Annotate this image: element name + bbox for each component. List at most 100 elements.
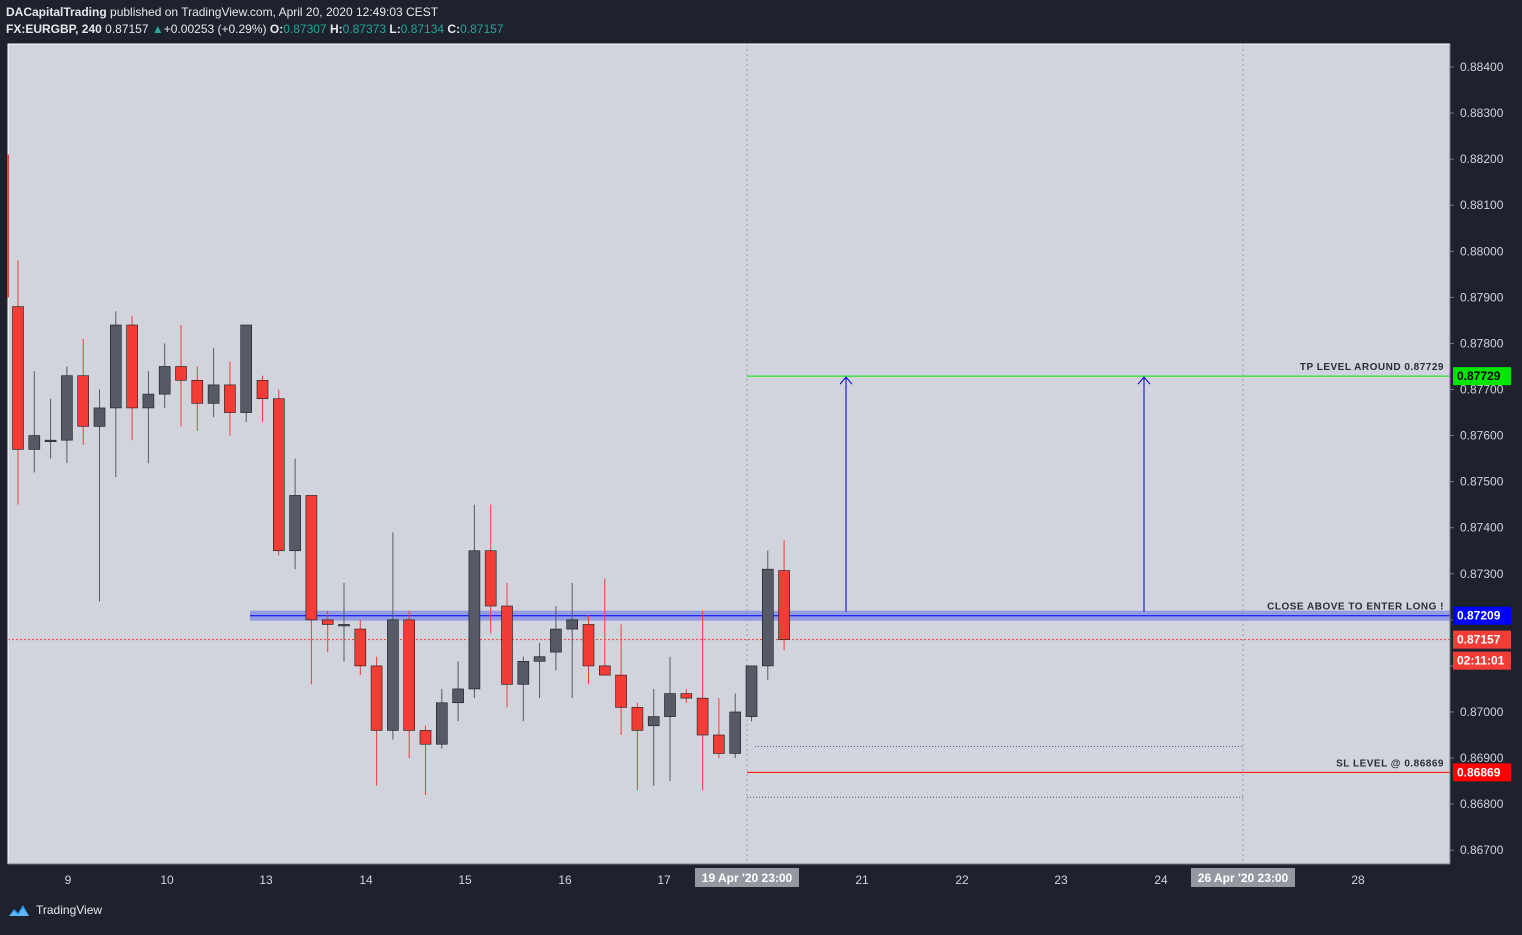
price-tick-label: 0.87300 <box>1460 567 1504 581</box>
candle-body <box>110 324 122 409</box>
close-label: C: <box>447 22 461 36</box>
candle-body <box>468 550 481 690</box>
brand-name[interactable]: TradingView <box>36 903 103 917</box>
price-tick-label: 0.88400 <box>1460 60 1504 74</box>
candle-body <box>615 674 627 708</box>
price-tick-label: 0.87800 <box>1460 336 1504 350</box>
candle-body <box>305 495 318 621</box>
candle-body <box>435 702 448 745</box>
candle-body <box>484 550 497 607</box>
open-value: 0.87307 <box>283 22 327 36</box>
plot-area[interactable] <box>8 44 1450 864</box>
time-axis[interactable]: 91013141516172021222324272819 Apr '20 23… <box>0 863 1450 894</box>
open-label: O: <box>269 22 284 36</box>
candle-body <box>403 619 416 731</box>
time-tick-label: 14 <box>359 873 373 887</box>
candle-body <box>256 379 269 400</box>
price-tick-label: 0.87000 <box>1460 705 1504 719</box>
candle-body <box>240 324 252 413</box>
low-label: L: <box>389 22 401 36</box>
price-axis[interactable]: 0.86700 0.86800 0.86900 0.87000 0.87300 0.874… <box>1449 0 1522 930</box>
footer: TradingView <box>8 902 102 918</box>
tp-price-badge-bg <box>1453 367 1511 386</box>
candle-body <box>761 568 774 667</box>
candle-body <box>778 570 790 640</box>
candle-body <box>550 628 562 653</box>
candle-body <box>12 306 24 450</box>
candle-body <box>354 628 367 667</box>
sl-price-badge: 0.86869 <box>1457 765 1501 779</box>
low-value: 0.87134 <box>400 22 445 36</box>
price-tick-label: 0.87500 <box>1460 475 1504 489</box>
candle-body <box>321 619 334 625</box>
last-price: 0.87157 <box>105 22 149 36</box>
candle-body <box>142 393 155 409</box>
candle-body <box>272 398 285 552</box>
last-price-badge: 0.87157 <box>1457 633 1501 647</box>
candle-body <box>338 624 350 627</box>
time-tick-label: 9 <box>65 873 72 887</box>
time-tick-label: 21 <box>855 873 869 887</box>
candle-body <box>631 707 644 731</box>
chart-header: DACapitalTrading published on TradingVie… <box>6 4 503 38</box>
entry-level-label: CLOSE ABOVE TO ENTER LONG ! <box>1267 602 1444 613</box>
sl-level-label: SL LEVEL @ 0.86869 <box>1336 758 1444 769</box>
candle-body <box>566 619 579 630</box>
candle-body <box>696 697 709 736</box>
time-highlight-label: 19 Apr '20 23:00 <box>702 871 793 885</box>
author-name[interactable]: DACapitalTrading <box>6 5 107 19</box>
time-tick-label: 24 <box>1154 873 1168 887</box>
candle-body <box>175 366 187 381</box>
price-tick-label: 0.87600 <box>1460 429 1504 443</box>
candle-body <box>664 693 676 717</box>
time-highlight-bg <box>695 868 799 887</box>
high-label: H: <box>329 22 343 36</box>
candle-body <box>370 665 383 731</box>
price-tick-label: 0.86800 <box>1460 797 1504 811</box>
publish-line: DACapitalTrading published on TradingVie… <box>6 4 503 21</box>
tp-level-label: TP LEVEL AROUND 0.87729 <box>1300 362 1444 373</box>
entry-price-badge: 0.87209 <box>1457 609 1501 623</box>
price-tick-label: 0.86700 <box>1460 843 1504 857</box>
candle-body <box>28 435 41 450</box>
time-tick-label: 23 <box>1054 873 1068 887</box>
price-tick-label: 0.88200 <box>1460 152 1504 166</box>
arrow-head-icon <box>839 376 853 385</box>
time-tick-label: 17 <box>657 873 671 887</box>
time-tick-label: 10 <box>160 873 174 887</box>
close-value: 0.87157 <box>460 22 504 36</box>
up-triangle-icon: ▲ <box>151 22 164 36</box>
price-tick-label: 0.87400 <box>1460 521 1504 535</box>
price-tick-label: 0.87700 <box>1460 383 1504 397</box>
candle-body <box>452 688 464 704</box>
publish-info: published on TradingView.com, April 20, … <box>110 5 439 19</box>
time-tick-label: 22 <box>955 873 969 887</box>
candle-body <box>598 665 611 676</box>
candle-body <box>207 384 220 404</box>
time-tick-label: 15 <box>458 873 472 887</box>
candle-body <box>501 605 513 685</box>
price-tick-label: 0.88000 <box>1460 244 1504 258</box>
sl-price-badge-bg <box>1453 763 1511 782</box>
high-value: 0.87373 <box>342 22 387 36</box>
candle-body <box>387 619 399 731</box>
candle-body <box>191 379 204 404</box>
candle-body <box>647 716 660 727</box>
candle-body <box>729 711 742 754</box>
candle-body <box>745 665 758 717</box>
candle-body <box>77 375 89 427</box>
candle-body <box>44 439 57 442</box>
time-tick-label: 13 <box>259 873 273 887</box>
tradingview-logo-icon[interactable] <box>8 902 30 918</box>
price-tick-label: 0.88300 <box>1460 106 1504 120</box>
candle-body <box>582 624 595 667</box>
candle-body <box>61 375 73 441</box>
tp-price-badge: 0.87729 <box>1457 369 1501 383</box>
candle-body <box>126 324 138 409</box>
entry-price-badge-bg <box>1453 606 1511 625</box>
ohlc-line: FX:EURGBP, 240 0.87157 ▲+0.00253 (+0.29%… <box>6 21 503 38</box>
candle-body <box>517 661 530 685</box>
time-highlight-bg <box>1191 868 1295 887</box>
